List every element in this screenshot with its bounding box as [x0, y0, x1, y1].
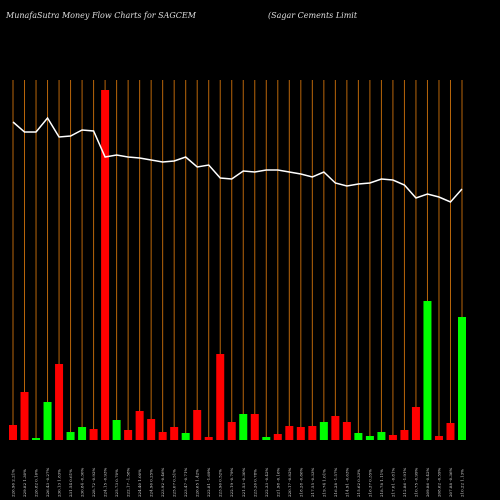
x-tick-label: 222.17 -1.58%: [126, 467, 131, 497]
bar: [250, 414, 259, 440]
bar: [446, 423, 455, 440]
bar: [193, 410, 202, 440]
x-tick-label: 222.19 -0.79%: [229, 467, 234, 497]
x-tick-label: 210.75 -0.99%: [413, 467, 418, 497]
bar: [411, 407, 420, 440]
bar: [319, 422, 328, 440]
bar: [365, 436, 374, 440]
bar: [262, 437, 271, 440]
x-tick-label: 219.74 1.01%: [321, 469, 326, 497]
x-tick-label: 218.28 -0.86%: [298, 467, 303, 497]
x-tick-label: 209.86 -0.42%: [425, 467, 430, 497]
bar: [89, 429, 98, 440]
x-tick-label: 220.17 -0.82%: [287, 467, 292, 497]
x-tick-label: 230.84 -0.30%: [80, 467, 85, 497]
x-tick-label: 224.40 1.00%: [137, 469, 142, 497]
x-tick-label: 214.91 -0.63%: [344, 467, 349, 497]
bar: [20, 392, 29, 440]
bar: [227, 422, 236, 440]
x-tick-label: 222.81 -1.69%: [206, 467, 211, 497]
x-tick-label: 230.13 1.83%: [57, 469, 62, 497]
bar: [377, 432, 386, 440]
x-tick-label: 226.82 0.16%: [34, 469, 39, 497]
x-tick-label: 217.55 -0.33%: [310, 467, 315, 497]
x-tick-label: 228.72 -0.92%: [91, 467, 96, 497]
x-tick-label: 223.47 -0.71%: [183, 467, 188, 497]
x-tick-label: 224.15 -0.93%: [103, 467, 108, 497]
x-tick-label: 223.92 -0.46%: [160, 467, 165, 497]
bar: [78, 427, 87, 440]
bar: [400, 430, 409, 440]
x-tick-label: 226.65 1.42%: [195, 469, 200, 497]
x-tick-label: 226.43 -0.27%: [45, 467, 50, 497]
chart-title: MunafaSutra Money Flow Charts for SAGCEM: [5, 11, 197, 20]
bar: [181, 433, 190, 440]
bar: [285, 426, 294, 440]
bar: [331, 416, 340, 440]
x-tick-label: 223.26 0.78%: [252, 469, 257, 497]
bar: [342, 422, 351, 440]
bar: [66, 432, 75, 440]
bar: [296, 427, 305, 440]
x-tick-label: 226.96 2.21%: [11, 469, 16, 497]
bar: [135, 411, 144, 440]
x-tick-label: 210.22 1.13%: [460, 469, 465, 497]
bar: [273, 434, 282, 440]
bar: [204, 437, 213, 440]
x-tick-label: 221.98 -0.16%: [275, 467, 280, 497]
bar: [43, 402, 52, 440]
bar: [101, 90, 110, 440]
bar: [55, 364, 64, 440]
bar: [147, 419, 156, 440]
x-tick-label: 223.96 0.52%: [218, 469, 223, 497]
x-tick-label: 216.37 0.35%: [367, 469, 372, 497]
bar: [32, 438, 41, 440]
bar: [239, 414, 248, 440]
bar: [216, 354, 225, 440]
chart-subtitle: (Sagar Cements Limit: [268, 11, 358, 20]
x-tick-label: 217.01 -0.81%: [390, 467, 395, 497]
x-tick-label: 207.88 -0.36%: [448, 467, 453, 497]
x-tick-label: 218.78 1.11%: [379, 469, 384, 497]
price-line: [12, 116, 463, 203]
bar: [112, 420, 121, 440]
bar: [9, 425, 17, 440]
bar: [158, 432, 167, 440]
x-tick-label: 225.73 0.70%: [114, 469, 119, 497]
x-tick-label: 224.96 0.25%: [149, 469, 154, 497]
x-tick-label: 208.62 -0.59%: [436, 467, 441, 497]
bar: [388, 435, 397, 440]
bar: [423, 301, 432, 440]
x-tick-label: 222.33 -0.42%: [264, 467, 269, 497]
x-tick-label: 221.53 -0.30%: [241, 467, 246, 497]
bar: [124, 430, 133, 440]
bar: [308, 426, 317, 440]
x-tick-label: 231.54 0.61%: [68, 469, 73, 497]
x-tick-label: 225.07 0.51%: [172, 469, 177, 497]
bar: [458, 317, 466, 440]
x-tick-label: 212.86 -1.91%: [402, 467, 407, 497]
x-tick-label: 215.62 0.33%: [356, 469, 361, 497]
bar: [434, 436, 443, 440]
bar: [354, 433, 363, 440]
x-tick-label: 216.28 -1.57%: [333, 467, 338, 497]
bar: [170, 427, 179, 440]
x-tick-label: 229.82 1.30%: [22, 469, 27, 497]
